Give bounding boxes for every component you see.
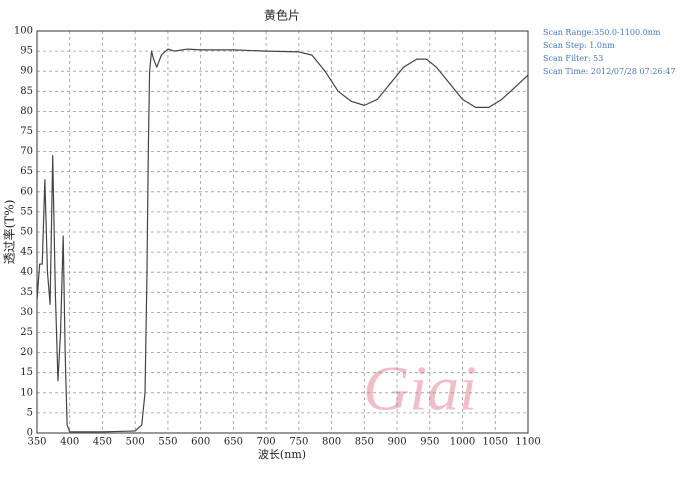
y-tick-label: 20 [20,347,33,358]
y-tick-label: 70 [20,146,33,157]
y-axis-label: 透过率(T%) [2,200,17,265]
x-tick-label: 400 [60,437,79,448]
x-tick-label: 1000 [450,437,475,448]
chart-title: 黄色片 [264,9,300,23]
y-tick-label: 30 [20,307,33,318]
x-tick-label: 1100 [515,437,540,448]
y-tick-label: 50 [20,227,33,238]
y-tick-label: 10 [20,387,33,398]
x-tick-label: 700 [257,437,276,448]
x-tick-label: 850 [355,437,374,448]
y-tick-label: 90 [20,66,33,77]
x-axis-label: 波长(nm) [258,448,306,461]
annotation: Scan Time: 2012/07/28 07:26:47 [543,67,675,76]
x-tick-label: 450 [93,437,112,448]
y-tick-label: 55 [20,206,33,217]
y-tick-label: 95 [20,46,33,57]
x-tick-label: 800 [322,437,341,448]
y-tick-label: 15 [20,367,33,378]
y-tick-label: 25 [20,327,33,338]
x-tick-label: 900 [388,437,407,448]
annotation: Scan Step: 1.0nm [543,41,615,50]
y-tick-label: 80 [20,106,33,117]
y-tick-label: 100 [14,26,33,37]
y-tick-label: 40 [20,267,33,278]
x-tick-label: 1050 [483,437,508,448]
y-tick-label: 5 [27,407,33,418]
x-tick-label: 650 [224,437,243,448]
annotation: Scan Range:350.0-1100.0nm [543,28,661,37]
y-tick-label: 65 [20,166,33,177]
y-tick-label: 45 [20,247,33,258]
y-tick-label: 35 [20,287,33,298]
watermark: Giai [363,353,477,424]
data-line [36,48,529,433]
x-tick-label: 750 [289,437,308,448]
x-tick-label: 950 [420,437,439,448]
x-tick-label: 550 [158,437,177,448]
y-tick-label: 85 [20,86,33,97]
plot-frame [36,30,529,434]
annotation: Scan Filter: 53 [543,54,603,63]
x-tick-label: 600 [191,437,210,448]
x-tick-label: 500 [126,437,145,448]
y-tick-label: 75 [20,126,33,137]
y-tick-label: 0 [27,428,33,439]
y-tick-label: 60 [20,186,33,197]
x-tick-label: 350 [27,437,46,448]
